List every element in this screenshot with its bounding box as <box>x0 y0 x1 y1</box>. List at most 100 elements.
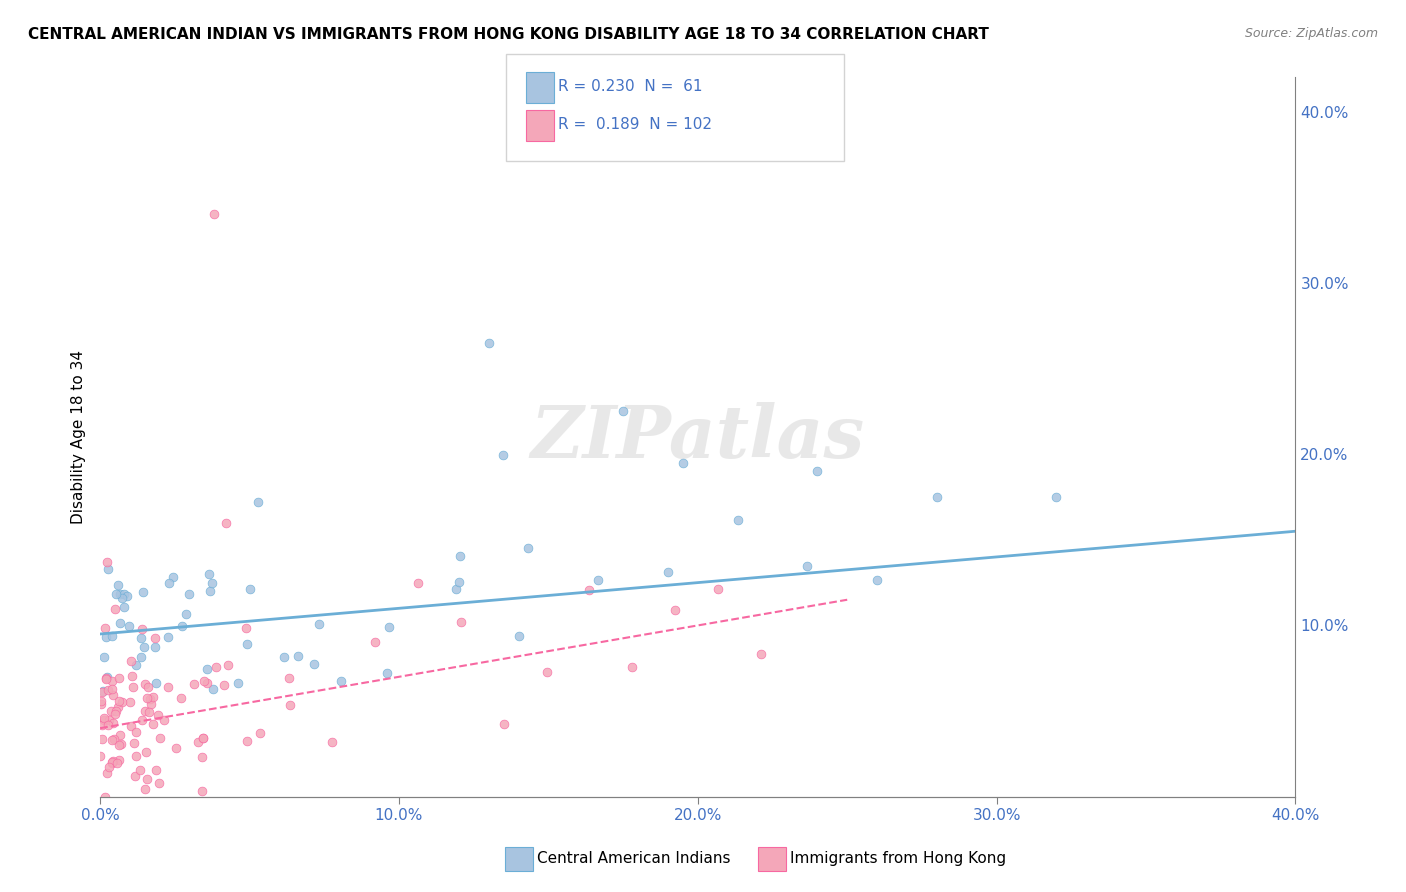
Y-axis label: Disability Age 18 to 34: Disability Age 18 to 34 <box>72 350 86 524</box>
Immigrants from Hong Kong <box>202 207 225 221</box>
Central American Indians <box>97 562 120 576</box>
Central American Indians <box>238 582 260 597</box>
Central American Indians <box>308 617 330 632</box>
Immigrants from Hong Kong <box>156 681 179 695</box>
Immigrants from Hong Kong <box>205 660 228 674</box>
Immigrants from Hong Kong <box>103 732 125 747</box>
Central American Indians <box>657 565 679 579</box>
Central American Indians <box>93 649 115 664</box>
Immigrants from Hong Kong <box>621 660 644 674</box>
Text: Source: ZipAtlas.com: Source: ZipAtlas.com <box>1244 27 1378 40</box>
Immigrants from Hong Kong <box>187 735 209 749</box>
Central American Indians <box>492 448 515 462</box>
Immigrants from Hong Kong <box>193 673 215 688</box>
Central American Indians <box>449 549 471 564</box>
Immigrants from Hong Kong <box>664 603 686 617</box>
Immigrants from Hong Kong <box>183 677 205 691</box>
Immigrants from Hong Kong <box>110 728 132 742</box>
Central American Indians <box>159 576 181 591</box>
Immigrants from Hong Kong <box>142 690 165 704</box>
Central American Indians <box>925 490 948 504</box>
Central American Indians <box>302 657 325 671</box>
Immigrants from Hong Kong <box>280 698 302 712</box>
Immigrants from Hong Kong <box>170 690 193 705</box>
Central American Indians <box>198 566 221 581</box>
Immigrants from Hong Kong <box>492 717 515 731</box>
Central American Indians <box>107 578 129 592</box>
Immigrants from Hong Kong <box>134 704 156 718</box>
Immigrants from Hong Kong <box>406 575 429 590</box>
Immigrants from Hong Kong <box>94 671 117 685</box>
Immigrants from Hong Kong <box>91 732 114 747</box>
Immigrants from Hong Kong <box>236 734 259 748</box>
Immigrants from Hong Kong <box>214 516 236 530</box>
Central American Indians <box>273 649 295 664</box>
Immigrants from Hong Kong <box>101 756 124 770</box>
Immigrants from Hong Kong <box>191 783 214 797</box>
Immigrants from Hong Kong <box>363 634 385 648</box>
Central American Indians <box>201 575 224 590</box>
Central American Indians <box>447 574 470 589</box>
Immigrants from Hong Kong <box>131 714 153 728</box>
Immigrants from Hong Kong <box>450 615 472 629</box>
Central American Indians <box>202 681 225 696</box>
Immigrants from Hong Kong <box>100 705 122 719</box>
Immigrants from Hong Kong <box>90 685 112 699</box>
Central American Indians <box>672 456 695 470</box>
Immigrants from Hong Kong <box>101 756 124 770</box>
Central American Indians <box>197 662 219 676</box>
Immigrants from Hong Kong <box>108 671 131 685</box>
Immigrants from Hong Kong <box>139 697 162 711</box>
Immigrants from Hong Kong <box>101 715 124 730</box>
Immigrants from Hong Kong <box>536 665 558 680</box>
Central American Indians <box>96 669 118 683</box>
Immigrants from Hong Kong <box>249 726 271 740</box>
Central American Indians <box>145 676 167 690</box>
Immigrants from Hong Kong <box>108 693 131 707</box>
Immigrants from Hong Kong <box>191 749 214 764</box>
Immigrants from Hong Kong <box>707 582 730 596</box>
Central American Indians <box>112 587 135 601</box>
Central American Indians <box>586 573 609 587</box>
Central American Indians <box>612 404 634 418</box>
Central American Indians <box>104 587 127 601</box>
Central American Indians <box>162 570 184 584</box>
Central American Indians <box>517 541 540 555</box>
Immigrants from Hong Kong <box>148 776 170 790</box>
Immigrants from Hong Kong <box>107 753 129 767</box>
Immigrants from Hong Kong <box>749 647 772 661</box>
Immigrants from Hong Kong <box>129 763 152 777</box>
Immigrants from Hong Kong <box>135 772 157 787</box>
Central American Indians <box>375 666 398 681</box>
Immigrants from Hong Kong <box>138 681 160 695</box>
Immigrants from Hong Kong <box>121 669 143 683</box>
Central American Indians <box>110 615 132 630</box>
Immigrants from Hong Kong <box>104 706 127 721</box>
Immigrants from Hong Kong <box>96 765 118 780</box>
Immigrants from Hong Kong <box>105 704 128 718</box>
Immigrants from Hong Kong <box>149 731 172 746</box>
Central American Indians <box>170 619 193 633</box>
Immigrants from Hong Kong <box>136 691 159 706</box>
Immigrants from Hong Kong <box>277 672 299 686</box>
Immigrants from Hong Kong <box>125 725 148 739</box>
Text: R =  0.189  N = 102: R = 0.189 N = 102 <box>558 118 713 132</box>
Immigrants from Hong Kong <box>153 713 176 727</box>
Immigrants from Hong Kong <box>195 676 218 690</box>
Immigrants from Hong Kong <box>91 718 114 732</box>
Immigrants from Hong Kong <box>122 736 145 750</box>
Immigrants from Hong Kong <box>120 654 142 668</box>
Immigrants from Hong Kong <box>135 745 157 759</box>
Immigrants from Hong Kong <box>97 760 120 774</box>
Immigrants from Hong Kong <box>101 754 124 768</box>
Immigrants from Hong Kong <box>94 789 117 804</box>
Text: R = 0.230  N =  61: R = 0.230 N = 61 <box>558 79 703 94</box>
Central American Indians <box>112 600 135 615</box>
Immigrants from Hong Kong <box>90 697 112 711</box>
Immigrants from Hong Kong <box>122 681 145 695</box>
Central American Indians <box>101 628 124 642</box>
Central American Indians <box>94 630 117 644</box>
Central American Indians <box>478 335 501 350</box>
Central American Indians <box>91 684 114 698</box>
Immigrants from Hong Kong <box>90 694 112 708</box>
